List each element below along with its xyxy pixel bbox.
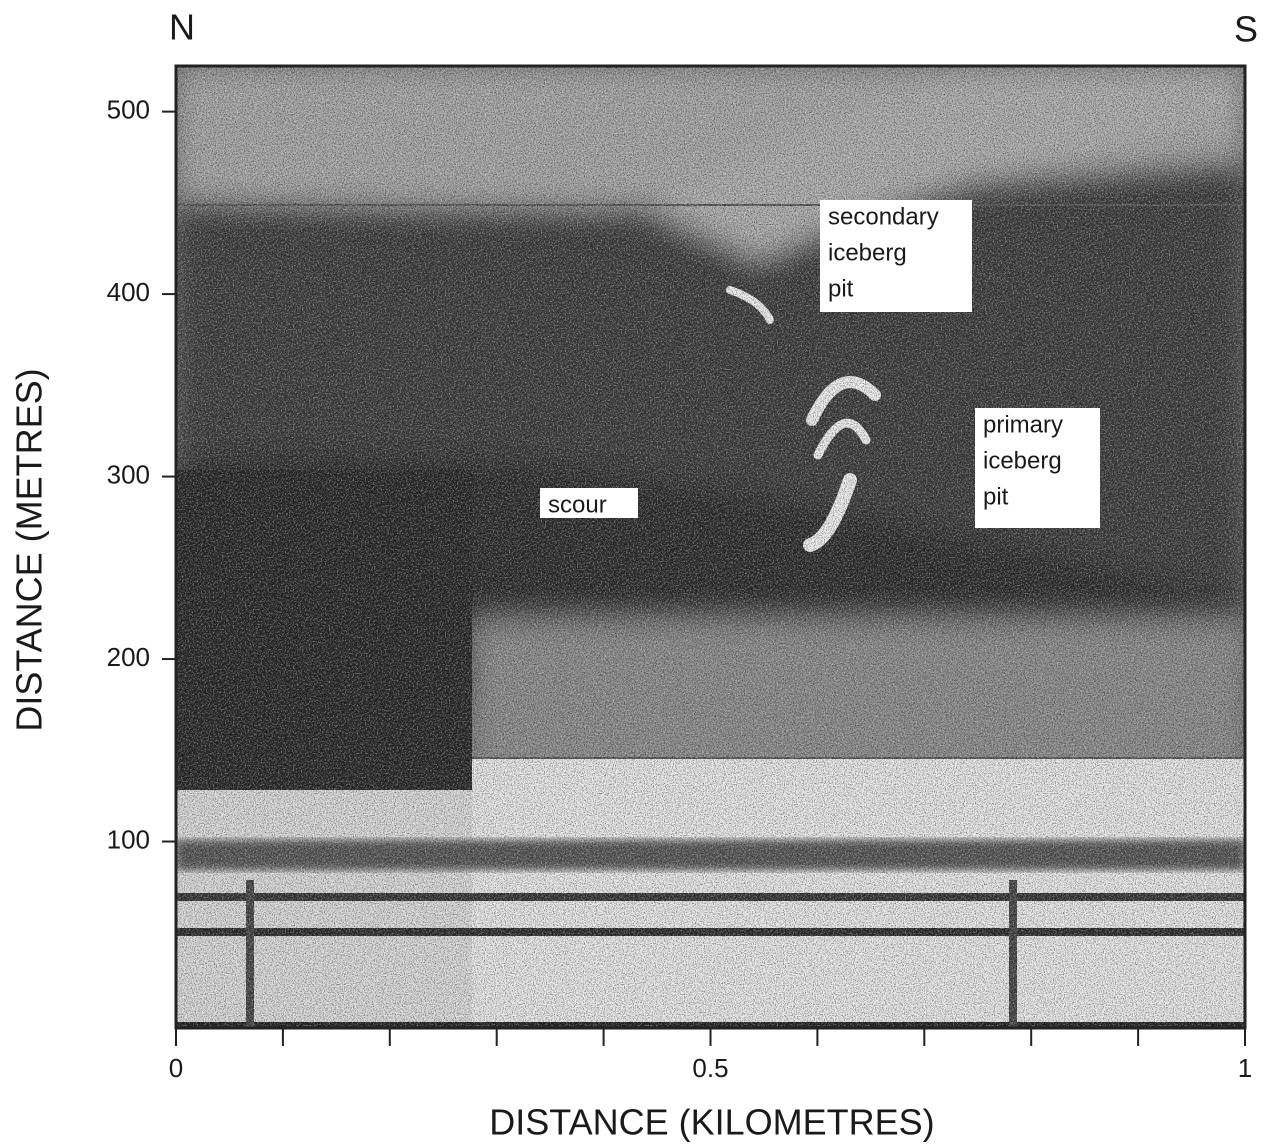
annotation-text: iceberg — [983, 447, 1062, 474]
annotation-text: secondary — [828, 203, 939, 230]
x-tick-label: 1 — [1238, 1053, 1252, 1083]
y-tick-label: 100 — [107, 824, 150, 854]
y-tick-label: 300 — [107, 459, 150, 489]
annotation: primary iceberg pit — [975, 408, 1100, 528]
annotation: scour — [540, 488, 638, 518]
x-tick-label: 0.5 — [692, 1053, 728, 1083]
chart: N S DISTANCE (KILOMETRES) DISTANCE (METR… — [0, 0, 1266, 1148]
direction-label: S — [1234, 9, 1258, 50]
y-tick-label: 200 — [107, 642, 150, 672]
direction-label: N — [169, 7, 195, 48]
x-tick-label: 0 — [169, 1053, 183, 1083]
annotation: secondary iceberg pit — [820, 200, 972, 312]
y-tick-label: 500 — [107, 94, 150, 124]
annotation-text: scour — [548, 491, 607, 518]
y-axis-label: DISTANCE (METRES) — [9, 368, 50, 731]
annotation-text: pit — [828, 275, 854, 302]
annotation-text: pit — [983, 483, 1009, 510]
annotation-text: iceberg — [828, 239, 907, 266]
x-axis-label: DISTANCE (KILOMETRES) — [489, 1102, 934, 1143]
annotation-text: primary — [983, 411, 1063, 438]
y-tick-label: 400 — [107, 277, 150, 307]
sonar-image — [176, 66, 1245, 1028]
